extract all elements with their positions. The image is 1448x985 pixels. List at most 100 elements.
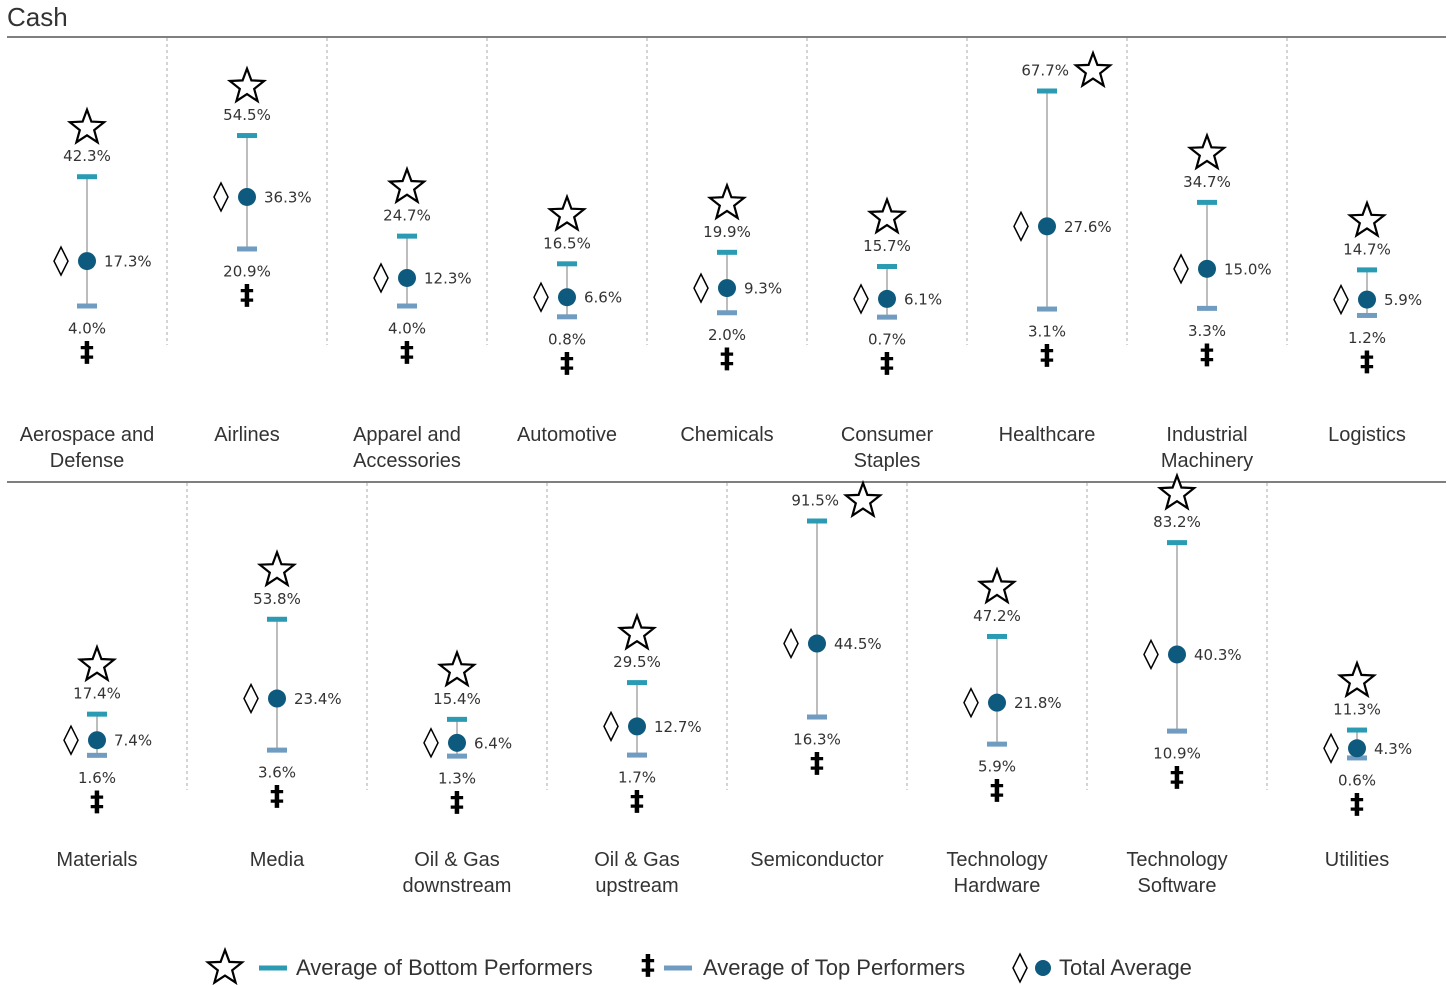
category-label: Automotive	[516, 424, 618, 446]
total-dot	[1168, 645, 1186, 664]
diamond-icon	[1333, 283, 1349, 316]
star-icon	[226, 65, 268, 104]
total-dot	[78, 252, 96, 271]
diamond-icon	[1012, 952, 1028, 984]
top-marker	[267, 747, 287, 753]
dagger-icon: ‡	[240, 278, 254, 311]
category-label: Logistics	[1328, 424, 1406, 446]
dagger-icon: ‡	[1040, 338, 1054, 371]
top-marker	[1197, 305, 1217, 311]
star-icon	[66, 106, 108, 145]
diamond-icon	[603, 710, 619, 743]
bottom-marker	[447, 716, 467, 722]
bottom-label: 47.2%	[973, 607, 1021, 625]
diamond-icon	[533, 281, 549, 313]
legend-swatch	[259, 965, 287, 971]
dagger-icon: ‡	[1360, 344, 1374, 377]
legend-swatch	[1035, 960, 1051, 976]
diamond-icon	[63, 724, 79, 756]
chart-title: Cash	[7, 2, 68, 32]
dagger-icon: ‡	[990, 773, 1004, 806]
total-label: 12.7%	[654, 718, 702, 736]
diamond-icon	[1143, 638, 1159, 671]
top-marker	[87, 752, 107, 758]
star-icon	[1336, 659, 1378, 699]
star-icon	[436, 649, 478, 688]
total-dot	[268, 689, 286, 708]
top-label: 1.7%	[618, 769, 656, 787]
dagger-icon: ‡	[1170, 760, 1184, 793]
total-dot	[718, 279, 736, 298]
total-label: 9.3%	[744, 280, 782, 298]
bottom-marker	[1197, 199, 1217, 205]
category-label: Oil & Gas downstream	[402, 849, 512, 897]
bottom-label: 11.3%	[1333, 701, 1381, 719]
top-label: 4.0%	[388, 319, 426, 337]
category-label: Utilities	[1324, 849, 1390, 871]
top-label: 10.9%	[1153, 745, 1201, 763]
bottom-label: 42.3%	[63, 147, 111, 165]
top-label: 2.0%	[708, 326, 746, 344]
diamond-icon	[243, 682, 259, 715]
total-label: 15.0%	[1224, 260, 1272, 278]
top-marker	[237, 246, 257, 252]
diamond-icon	[1013, 210, 1029, 243]
total-label: 6.1%	[904, 290, 942, 308]
top-label: 1.2%	[1348, 329, 1386, 347]
dagger-icon: ‡	[1350, 787, 1364, 820]
category-label: Technology Software	[1126, 849, 1228, 897]
dagger-icon: ‡	[630, 784, 644, 817]
legend-label: Average of Top Performers	[703, 955, 965, 980]
bottom-label: 15.4%	[433, 690, 481, 708]
top-label: 3.6%	[258, 764, 296, 782]
legend-swatch	[664, 965, 692, 971]
top-marker	[1347, 755, 1367, 761]
bottom-marker	[237, 133, 257, 139]
top-label: 0.6%	[1338, 771, 1376, 789]
star-icon	[1156, 472, 1198, 511]
bottom-marker	[717, 249, 737, 255]
bottom-marker	[877, 264, 897, 270]
diamond-icon	[1173, 253, 1189, 285]
top-marker	[447, 753, 467, 759]
total-dot	[1358, 290, 1376, 309]
bottom-marker	[987, 633, 1007, 639]
bottom-label: 14.7%	[1343, 240, 1391, 258]
dagger-icon: ‡	[400, 335, 414, 368]
bottom-label: 15.7%	[863, 237, 911, 255]
bottom-label: 17.4%	[73, 685, 121, 703]
star-icon	[204, 946, 246, 985]
diamond-icon	[373, 262, 389, 294]
top-label: 5.9%	[978, 758, 1016, 776]
top-label: 20.9%	[223, 262, 271, 280]
star-icon	[976, 566, 1018, 605]
total-dot	[238, 187, 256, 206]
top-label: 3.1%	[1028, 323, 1066, 341]
star-icon	[386, 165, 428, 205]
dagger-icon: ‡	[270, 779, 284, 812]
bottom-label: 29.5%	[613, 653, 661, 671]
dagger-icon: ‡	[450, 785, 464, 818]
bottom-marker	[397, 233, 417, 239]
total-label: 17.3%	[104, 253, 152, 271]
bottom-label: 67.7%	[1021, 62, 1069, 80]
diamond-icon	[213, 181, 229, 213]
top-marker	[877, 314, 897, 320]
total-label: 23.4%	[294, 690, 342, 708]
dagger-icon: ‡	[810, 746, 824, 779]
top-label: 1.6%	[78, 769, 116, 787]
bottom-label: 19.9%	[703, 223, 751, 241]
top-marker	[1357, 312, 1377, 318]
star-icon	[866, 196, 908, 235]
star-icon	[256, 549, 298, 588]
total-label: 7.4%	[114, 732, 152, 750]
dagger-icon: ‡	[720, 342, 734, 375]
top-label: 1.3%	[438, 770, 476, 788]
bottom-marker	[87, 711, 107, 717]
diamond-icon	[53, 245, 69, 277]
star-icon	[76, 643, 118, 683]
dagger-icon: ‡	[641, 948, 655, 981]
bottom-label: 83.2%	[1153, 513, 1201, 531]
